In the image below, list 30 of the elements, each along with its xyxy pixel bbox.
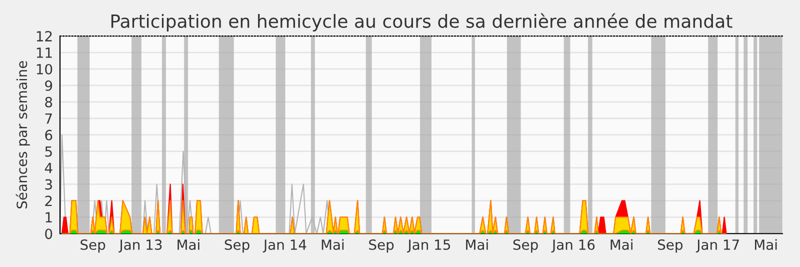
x-tick-label: Mai <box>322 239 344 250</box>
y-tick-label: 1 <box>46 212 52 222</box>
y-tick-label: 11 <box>36 48 52 58</box>
x-tick-label: Sep <box>80 239 106 253</box>
x-tick-label: Sep <box>369 239 394 253</box>
x-tick-label: Jan 15 <box>407 240 450 253</box>
y-tick-label: 5 <box>45 146 52 157</box>
x-tick-label: Jan 14 <box>262 240 306 253</box>
x-tick-label: Mai <box>178 239 200 250</box>
y-tick-label: 6 <box>45 130 52 140</box>
y-tick-label: 0 <box>45 228 52 240</box>
y-tick-label: 9 <box>45 80 52 91</box>
x-tick-label: Mai <box>610 239 632 250</box>
x-tick-label: Sep <box>658 239 682 253</box>
y-tick-label: 8 <box>45 96 52 108</box>
x-tick-label: Mai <box>754 239 777 250</box>
y-tick-label: 2 <box>45 196 52 206</box>
x-tick-label: Jan 13 <box>118 239 162 253</box>
x-tick-label: Mai <box>466 239 488 250</box>
y-tick-label: 4 <box>44 162 52 174</box>
chart-title: Participation en hemicycle au cours de sa dernière année de mandat <box>111 13 732 32</box>
x-tick-label: Jan 16 <box>551 239 595 253</box>
y-tick-label: 12 <box>36 31 52 42</box>
y-tick-label: 10 <box>36 64 52 74</box>
x-tick-label: Sep <box>224 239 250 253</box>
x-tick-label: Jan 17 <box>696 240 739 253</box>
x-tick-label: Sep <box>513 239 538 253</box>
y-axis-title: Séances par semaine <box>16 61 30 208</box>
y-tick-label: 7 <box>45 114 52 124</box>
y-tick-label: 3 <box>45 179 52 190</box>
